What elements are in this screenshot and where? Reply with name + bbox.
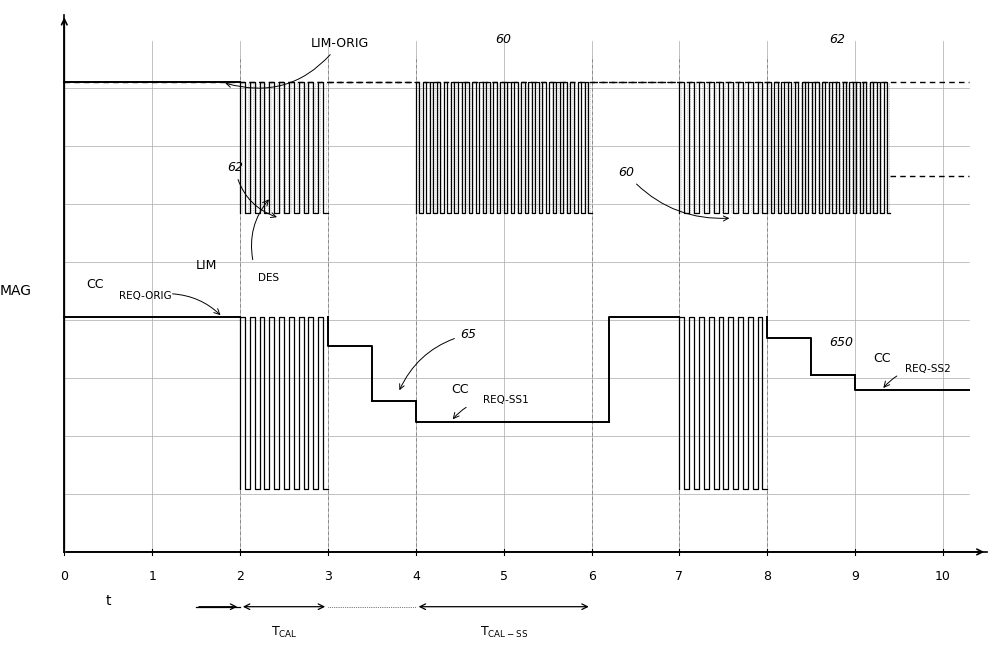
Text: 8: 8: [763, 570, 771, 583]
Text: 4: 4: [412, 570, 420, 583]
Text: 9: 9: [851, 570, 859, 583]
Text: CC: CC: [873, 352, 890, 365]
Text: REQ-SS2: REQ-SS2: [905, 364, 951, 374]
Text: MAG: MAG: [0, 284, 32, 298]
Text: LIM: LIM: [196, 259, 218, 272]
Text: CC: CC: [451, 383, 468, 396]
Text: 0: 0: [60, 570, 68, 583]
Text: REQ-SS1: REQ-SS1: [483, 395, 529, 405]
Text: 6: 6: [588, 570, 596, 583]
Text: 2: 2: [236, 570, 244, 583]
Text: t: t: [105, 593, 111, 608]
Text: 62: 62: [227, 161, 276, 218]
Text: REQ-ORIG: REQ-ORIG: [119, 291, 171, 301]
Text: 650: 650: [829, 336, 853, 349]
Text: 3: 3: [324, 570, 332, 583]
Text: LIM-ORIG: LIM-ORIG: [226, 37, 369, 88]
Text: T$_{\mathregular{CAL}}$: T$_{\mathregular{CAL}}$: [271, 625, 297, 640]
Text: 7: 7: [675, 570, 683, 583]
Text: T$_{\mathregular{CAL-SS}}$: T$_{\mathregular{CAL-SS}}$: [480, 625, 528, 640]
Text: 62: 62: [830, 33, 846, 46]
Text: 65: 65: [400, 328, 476, 389]
Text: 1: 1: [148, 570, 156, 583]
Text: DES: DES: [258, 273, 279, 283]
Text: 60: 60: [496, 33, 512, 46]
Text: CC: CC: [86, 278, 104, 291]
Text: 5: 5: [500, 570, 508, 583]
Text: 60: 60: [618, 166, 728, 221]
Text: 10: 10: [935, 570, 951, 583]
